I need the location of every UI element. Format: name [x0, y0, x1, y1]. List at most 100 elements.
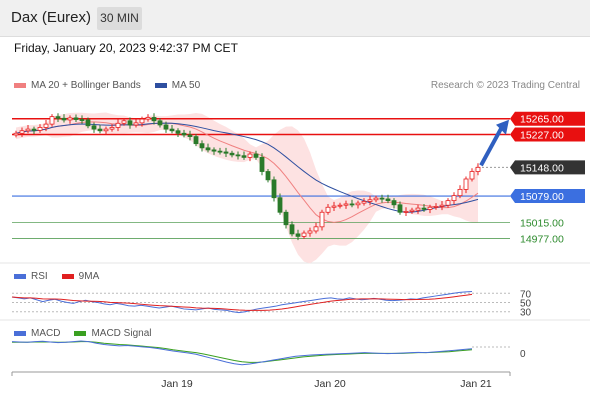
candle-body [85, 119, 91, 127]
macd-signal-swatch [74, 331, 87, 336]
candle-body [313, 226, 319, 232]
candle-body [73, 117, 79, 120]
rsi-reference-label: 50 [520, 299, 532, 310]
candle-body [61, 117, 67, 121]
candle-body [175, 130, 181, 134]
candle-body [307, 230, 313, 234]
candle-body [259, 156, 265, 172]
candle-body [403, 211, 409, 213]
candle-body [97, 128, 103, 132]
candle-body [271, 179, 277, 199]
candle-body [265, 171, 271, 181]
rsi-legend: RSI 9MA [14, 271, 113, 282]
candle-body [373, 197, 379, 201]
candle-body [439, 204, 445, 207]
candle-body [415, 207, 421, 211]
candle-body [13, 132, 19, 136]
candle-body [451, 195, 457, 202]
candle-body [31, 128, 37, 131]
candle-body [127, 120, 133, 126]
candle-body [343, 203, 349, 206]
candle-body [163, 124, 169, 130]
candle-body [49, 116, 55, 125]
candle-body [133, 122, 139, 126]
ma20-swatch [14, 83, 26, 88]
resistance-price-label: 15265.00 [520, 114, 564, 126]
forecast-arrow-head [496, 119, 509, 135]
main-legend: MA 20 + Bollinger Bands MA 50 [14, 80, 214, 91]
candle-body [181, 132, 187, 136]
macd-legend-label: MACD [31, 328, 61, 339]
candle-body [253, 153, 259, 158]
resistance-price-tag [510, 111, 585, 126]
candle-body [169, 128, 175, 132]
pivot-price-tag [510, 189, 585, 204]
resistance-price-tag [510, 127, 585, 142]
x-tick-label: Jan 19 [161, 378, 193, 390]
candle-body [205, 147, 211, 151]
timestamp: Friday, January 20, 2023 9:42:37 PM CET [14, 41, 238, 55]
candle-body [289, 224, 295, 235]
candle-body [277, 197, 283, 213]
candle-body [91, 125, 97, 130]
candle-body [115, 122, 121, 128]
candle-body [67, 117, 73, 121]
candle-body [385, 198, 391, 202]
forecast-arrow [479, 127, 503, 167]
resistance-price-label: 15227.00 [520, 130, 564, 142]
timeframe-badge[interactable]: 30 MIN [97, 7, 142, 30]
candle-body [241, 155, 247, 158]
candle-body [355, 202, 361, 206]
candle-body [325, 206, 331, 213]
candle-body [139, 118, 145, 124]
candle-body [187, 134, 193, 137]
candle-body [361, 201, 367, 204]
candle-body [397, 204, 403, 213]
last-price-label: 15148.00 [520, 162, 564, 174]
macd-swatch [14, 331, 26, 336]
instrument-title: Dax (Eurex) [11, 9, 92, 26]
ma50-swatch [154, 83, 167, 88]
ma20-line [15, 121, 479, 223]
candle-body [103, 128, 109, 132]
candle-body [151, 117, 157, 122]
macd-reference-label: 0 [520, 349, 526, 360]
candle-body [37, 127, 43, 131]
candle-body [379, 197, 385, 200]
candle-body [409, 209, 415, 212]
macd-line [11, 340, 473, 366]
candle-body [391, 200, 397, 206]
rsi-9ma-swatch [61, 274, 74, 279]
candle-body [235, 154, 241, 157]
candle-body [109, 127, 115, 130]
candle-body [229, 152, 235, 156]
candle-body [475, 166, 481, 172]
candle-body [25, 128, 31, 132]
candle-body [217, 150, 223, 153]
candle-body [301, 232, 307, 237]
rsi-9ma-legend-label: 9MA [78, 271, 100, 282]
candle-body [193, 136, 199, 145]
candle-body [121, 120, 127, 124]
candle-body [433, 206, 439, 208]
candle-body [295, 233, 301, 237]
candle-body [199, 143, 205, 149]
x-tick-label: Jan 20 [314, 378, 346, 390]
macd-signal-legend-label: MACD Signal [91, 328, 152, 339]
rsi-swatch [14, 274, 26, 279]
macd-legend: MACD MACD Signal [14, 328, 165, 339]
candle-body [445, 200, 451, 206]
candle-body [145, 117, 151, 120]
candle-body [367, 199, 373, 202]
rsi-reference-label: 30 [520, 308, 532, 319]
candle-body [349, 203, 355, 206]
macd-signal-line [12, 341, 473, 363]
candle-body [319, 211, 325, 228]
candle-body [457, 188, 463, 197]
rsi-reference-label: 70 [520, 289, 532, 300]
header-bar: Dax (Eurex) 30 MIN [0, 0, 590, 37]
candle-body [421, 207, 427, 210]
candle-body [463, 178, 469, 190]
candle-body [55, 116, 61, 119]
